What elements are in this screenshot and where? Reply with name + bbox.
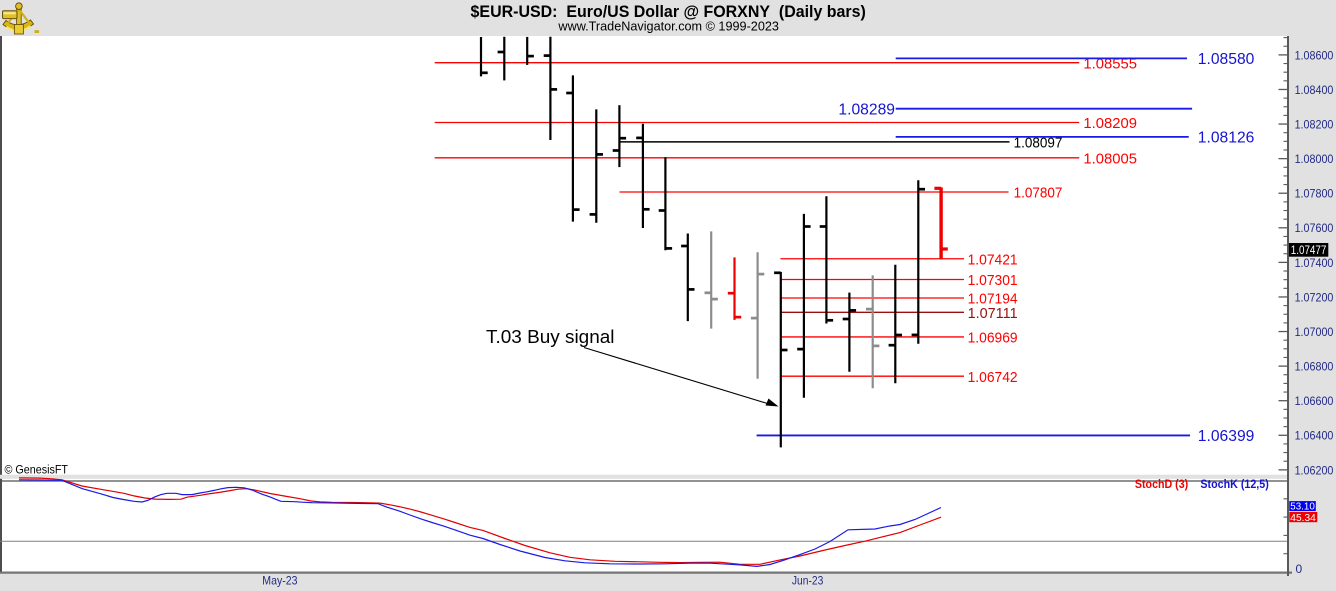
- svg-text:1.08580: 1.08580: [1198, 51, 1255, 68]
- svg-text:1.07301: 1.07301: [968, 272, 1018, 289]
- svg-text:1.07000: 1.07000: [1295, 325, 1334, 339]
- svg-text:1.08555: 1.08555: [1083, 55, 1137, 72]
- svg-text:53.10: 53.10: [1290, 501, 1315, 512]
- svg-text:StochD (3): StochD (3): [1135, 479, 1188, 491]
- svg-text:May-23: May-23: [262, 574, 297, 588]
- svg-text:1.07807: 1.07807: [1014, 185, 1063, 202]
- svg-text:1.08400: 1.08400: [1295, 83, 1334, 97]
- svg-text:1.08097: 1.08097: [1014, 134, 1063, 151]
- svg-text:1.08126: 1.08126: [1198, 130, 1255, 147]
- svg-text:1.07421: 1.07421: [968, 251, 1018, 268]
- svg-text:1.06800: 1.06800: [1295, 360, 1334, 374]
- svg-text:1.07477: 1.07477: [1291, 245, 1327, 257]
- svg-text:© GenesisFT: © GenesisFT: [5, 463, 69, 477]
- svg-text:1.07200: 1.07200: [1295, 290, 1334, 304]
- svg-text:1.06969: 1.06969: [968, 330, 1018, 347]
- svg-text:StochK (12,5): StochK (12,5): [1200, 479, 1269, 491]
- svg-text:1.08000: 1.08000: [1295, 152, 1334, 166]
- svg-text:1.06400: 1.06400: [1295, 429, 1334, 443]
- svg-text:1.07111: 1.07111: [968, 305, 1018, 322]
- svg-text:1.08209: 1.08209: [1083, 115, 1137, 132]
- svg-text:$EUR-USD: Euro/US Dollar @ FO: $EUR-USD: Euro/US Dollar @ FORXNY (Daily…: [471, 3, 866, 21]
- svg-text:0: 0: [1296, 562, 1303, 576]
- svg-text:1.06600: 1.06600: [1295, 394, 1334, 408]
- svg-text:1.07800: 1.07800: [1295, 187, 1334, 201]
- svg-text:1.06742: 1.06742: [968, 369, 1018, 386]
- svg-text:Jun-23: Jun-23: [792, 574, 824, 588]
- svg-text:T.03 Buy signal: T.03 Buy signal: [486, 327, 615, 347]
- svg-text:1.06200: 1.06200: [1295, 463, 1334, 477]
- svg-text:www.TradeNavigator.com © 1999-: www.TradeNavigator.com © 1999-2023: [557, 20, 779, 34]
- svg-text:45.34: 45.34: [1290, 513, 1316, 524]
- svg-text:1.07194: 1.07194: [968, 291, 1018, 308]
- svg-text:1.07600: 1.07600: [1295, 221, 1334, 235]
- svg-text:1.08289: 1.08289: [838, 101, 895, 118]
- svg-text:1.06399: 1.06399: [1198, 428, 1255, 445]
- svg-text:1.08005: 1.08005: [1083, 150, 1137, 167]
- svg-text:1.08200: 1.08200: [1295, 117, 1334, 131]
- svg-text:1.08600: 1.08600: [1295, 48, 1334, 62]
- svg-text:1.07400: 1.07400: [1295, 256, 1334, 270]
